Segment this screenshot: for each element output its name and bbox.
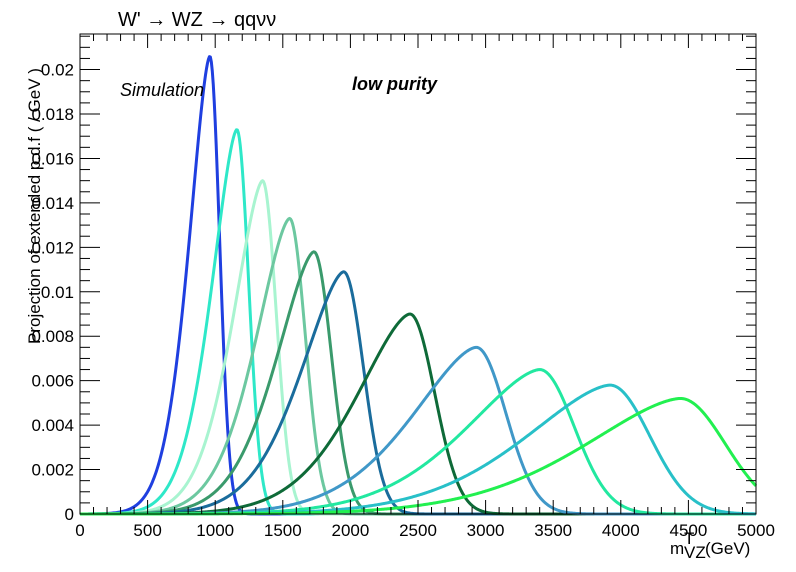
- y-tick-label: 0.004: [31, 416, 74, 435]
- y-tick-label: 0.01: [41, 283, 74, 302]
- x-tick-label: 1500: [264, 521, 302, 540]
- x-axis-label-sup: T: [684, 529, 694, 548]
- series-line-3: [79, 179, 757, 516]
- x-axis-label: m T VZ (GeV): [670, 529, 750, 562]
- x-axis-label-main: m: [670, 539, 684, 558]
- series-line-7: [79, 312, 757, 516]
- y-tick-label: 0.008: [31, 327, 74, 346]
- x-tick-label: 2000: [331, 521, 369, 540]
- x-tick-label: 3000: [467, 521, 505, 540]
- plot-frame: [79, 33, 757, 515]
- y-tick-label: 0.018: [31, 105, 74, 124]
- y-tick-label: 0: [65, 505, 74, 524]
- x-tick-label: 3500: [534, 521, 572, 540]
- x-axis-label-sub: VZ: [684, 543, 706, 562]
- y-tick-label: 0.006: [31, 372, 74, 391]
- series-line-5: [79, 250, 757, 516]
- chart-title: W' → WZ → qqνν: [118, 9, 276, 31]
- x-tick-label: 2500: [399, 521, 437, 540]
- x-tick-label: 5000: [737, 521, 775, 540]
- simulation-label: Simulation: [120, 80, 204, 100]
- y-tick-label: 0.002: [31, 461, 74, 480]
- x-tick-label: 0: [75, 521, 84, 540]
- y-tick-label: 0.012: [31, 238, 74, 257]
- purity-label: low purity: [352, 74, 438, 94]
- x-tick-label: 1000: [196, 521, 234, 540]
- series-lines: [79, 55, 758, 516]
- x-tick-label: 4500: [669, 521, 707, 540]
- y-tick-label: 0.016: [31, 149, 74, 168]
- x-axis-label-unit: (GeV): [705, 539, 750, 558]
- x-axis: 0 500 1000 1500 2000 2500 3000 3500 4000 4500 5000: [75, 34, 775, 540]
- x-tick-label: 500: [133, 521, 161, 540]
- y-tick-label: 0.02: [41, 61, 74, 80]
- y-tick-label: 0.014: [31, 194, 74, 213]
- y-axis: 0 0.002 0.004 0.006 0.008 0.01 0.012 0.014 0.016…: [31, 35, 756, 524]
- y-axis-label: Projection of extended p.d.f ( / GeV ): [25, 68, 44, 344]
- x-tick-label: 4000: [602, 521, 640, 540]
